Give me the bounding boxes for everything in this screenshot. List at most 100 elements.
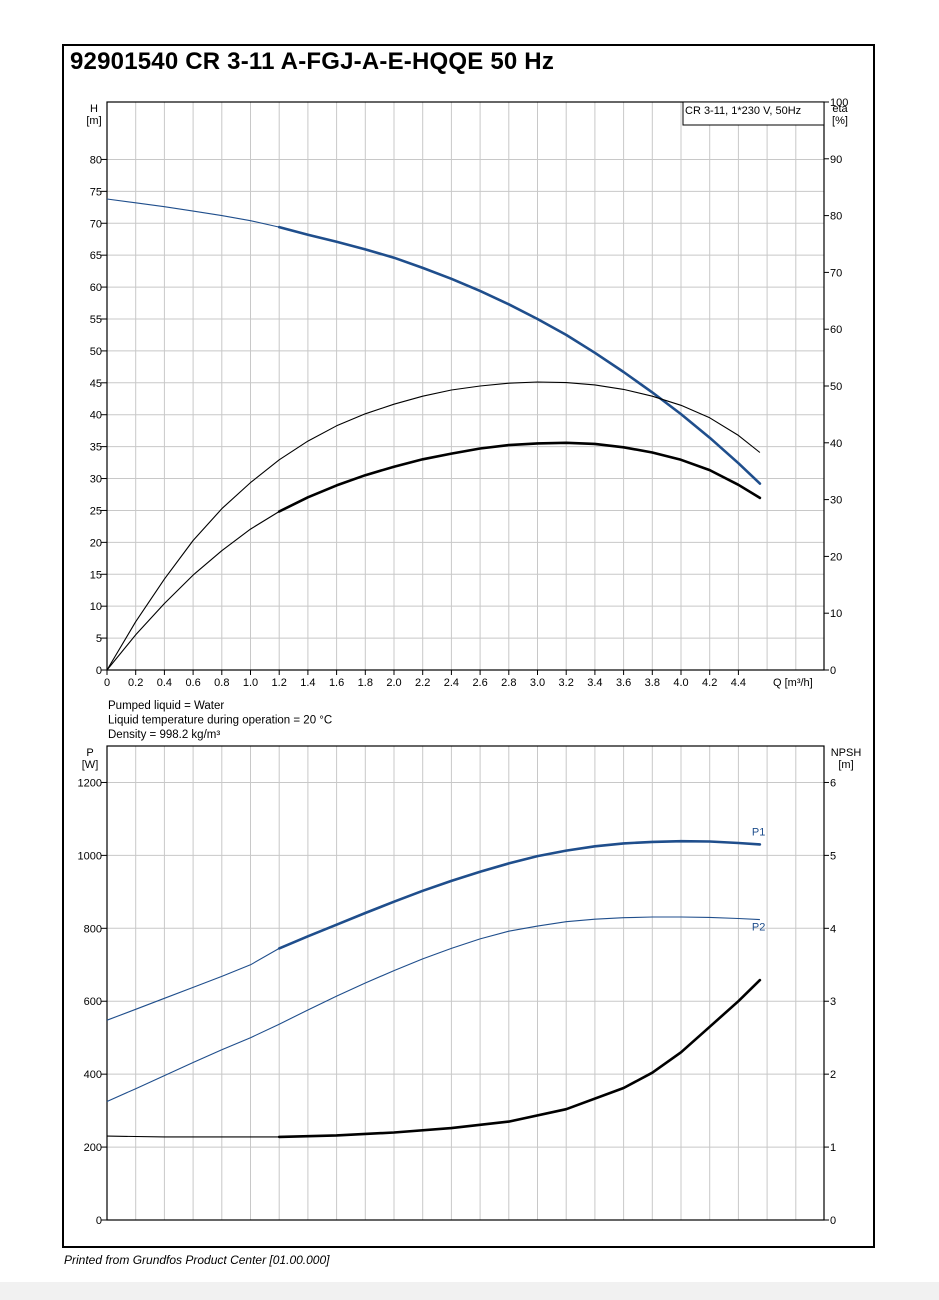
npsh-right-tick-label: 0 — [830, 1215, 836, 1227]
eta-right-tick-label: 100 — [830, 97, 848, 109]
info-line: Density = 998.2 kg/m³ — [108, 729, 220, 741]
power-left-tick-label: 1000 — [78, 850, 102, 862]
q-axis-tick-label: 3.0 — [530, 677, 545, 689]
eta-right-tick-label: 20 — [830, 551, 842, 563]
power-plot-border — [106, 745, 825, 1221]
head-left-tick-label: 0 — [96, 665, 102, 677]
p1-curve-line-thin — [106, 947, 280, 1021]
head-left-tick-label: 25 — [90, 505, 102, 517]
npsh-right-tick-label: 5 — [830, 850, 836, 862]
eta-right-tick-label: 80 — [830, 211, 842, 223]
power-npsh-chart: 0 200 400 600 800 1000 1200 0 1 2 3 4 5 6 P[W] NPSH[m] P… — [78, 745, 862, 1227]
head-curve-line-thin — [106, 198, 280, 228]
npsh-right-tick-label: 3 — [830, 996, 836, 1008]
head-left-tick-label: 15 — [90, 569, 102, 581]
eta-axis-label: eta — [832, 103, 848, 115]
liquid-info-block: Pumped liquid = Water Liquid temperature … — [108, 700, 332, 741]
power-left-tick-label: 600 — [84, 996, 102, 1008]
eta-curve-upper-line-thin — [106, 381, 761, 671]
npsh-right-tick-label: 2 — [830, 1069, 836, 1081]
q-axis-tick-label: 2.8 — [501, 677, 516, 689]
q-axis-tick-label: 2.6 — [472, 677, 487, 689]
eta-curve-lower-line-thick — [277, 441, 762, 513]
q-axis-tick-label: 3.4 — [587, 677, 602, 689]
p1-series-label: P1 — [752, 826, 765, 838]
q-axis-label: Q [m³/h] — [773, 677, 813, 689]
head-curve-line-thick — [277, 225, 762, 485]
p-axis-unit: [W] — [82, 759, 99, 771]
head-left-tick-label: 10 — [90, 601, 102, 613]
info-line: Pumped liquid = Water — [108, 700, 224, 712]
npsh-curve-line-thin — [106, 1135, 280, 1138]
q-axis-tick-label: 1.0 — [243, 677, 258, 689]
q-axis-tick-label: 3.2 — [559, 677, 574, 689]
legend-box — [682, 101, 825, 126]
eta-right-tick-label: 60 — [830, 324, 842, 336]
head-left-tick-label: 40 — [90, 410, 102, 422]
npsh-curve-line-thick — [277, 978, 762, 1139]
print-footer: Printed from Grundfos Product Center [01… — [64, 1253, 330, 1267]
head-left-tick-label: 50 — [90, 346, 102, 358]
eta-curve-lower-line-thin — [106, 511, 280, 671]
npsh-right-tick-label: 1 — [830, 1142, 836, 1154]
q-axis-tick-label: 0 — [104, 677, 110, 689]
npsh-right-tick-label: 4 — [830, 923, 836, 935]
head-left-tick-label: 45 — [90, 378, 102, 390]
q-axis-tick-label: 1.2 — [272, 677, 287, 689]
p2-curve-line-thin — [106, 916, 760, 1103]
info-line: Liquid temperature during operation = 20… — [108, 715, 332, 727]
q-axis-tick-label: 3.6 — [616, 677, 631, 689]
head-left-tick-label: 55 — [90, 314, 102, 326]
npsh-axis-unit: [m] — [838, 759, 853, 771]
power-left-tick-label: 400 — [84, 1069, 102, 1081]
power-left-tick-label: 1200 — [78, 777, 102, 789]
q-axis-tick-label: 1.6 — [329, 677, 344, 689]
eta-right-tick-label: 50 — [830, 381, 842, 393]
npsh-axis-label: NPSH — [831, 747, 862, 759]
head-plot-border — [106, 101, 825, 671]
q-axis-tick-label: 0.6 — [185, 677, 200, 689]
head-left-tick-label: 30 — [90, 474, 102, 486]
head-left-tick-label: 80 — [90, 154, 102, 166]
q-axis-tick-label: 2.4 — [444, 677, 459, 689]
head-left-tick-label: 70 — [90, 218, 102, 230]
head-left-tick-label: 75 — [90, 186, 102, 198]
legend-box-text: CR 3-11, 1*230 V, 50Hz — [685, 105, 801, 117]
q-axis-tick-label: 2.0 — [386, 677, 401, 689]
head-left-tick-label: 60 — [90, 282, 102, 294]
p2-series-label: P2 — [752, 922, 765, 934]
document-frame — [62, 44, 875, 1248]
q-axis-tick-label: 1.8 — [358, 677, 373, 689]
eta-right-tick-label: 90 — [830, 154, 842, 166]
power-left-tick-label: 800 — [84, 923, 102, 935]
power-left-tick-label: 200 — [84, 1142, 102, 1154]
eta-right-tick-label: 30 — [830, 495, 842, 507]
q-axis-tick-label: 3.8 — [645, 677, 660, 689]
q-axis-tick-label: 0.2 — [128, 677, 143, 689]
npsh-right-tick-label: 6 — [830, 777, 836, 789]
p-axis-label: P — [86, 747, 93, 759]
head-efficiency-chart: 0 5 10 15 20 25 30 35 40 45 50 55 60 65 70 75 80 0 10 20 30 4… — [86, 97, 848, 689]
eta-right-tick-label: 70 — [830, 267, 842, 279]
head-left-tick-label: 5 — [96, 633, 102, 645]
q-axis-tick-label: 4.0 — [673, 677, 688, 689]
h-axis-unit: [m] — [86, 115, 101, 127]
q-axis-tick-label: 0.8 — [214, 677, 229, 689]
q-axis-tick-label: 1.4 — [300, 677, 315, 689]
head-left-tick-label: 20 — [90, 537, 102, 549]
power-left-tick-label: 0 — [96, 1215, 102, 1227]
eta-right-tick-label: 0 — [830, 665, 836, 677]
h-axis-label: H — [90, 103, 98, 115]
page-title: 92901540 CR 3-11 A-FGJ-A-E-HQQE 50 Hz — [70, 48, 555, 75]
q-axis-tick-label: 0.4 — [157, 677, 172, 689]
eta-right-tick-label: 40 — [830, 438, 842, 450]
q-axis-tick-label: 4.4 — [731, 677, 746, 689]
eta-axis-unit: [%] — [832, 115, 848, 127]
head-left-tick-label: 35 — [90, 442, 102, 454]
page-bottom-band — [0, 1282, 939, 1300]
q-axis-tick-label: 4.2 — [702, 677, 717, 689]
eta-right-tick-label: 10 — [830, 608, 842, 620]
q-axis-tick-label: 2.2 — [415, 677, 430, 689]
p1-curve-line-thick — [277, 839, 762, 950]
